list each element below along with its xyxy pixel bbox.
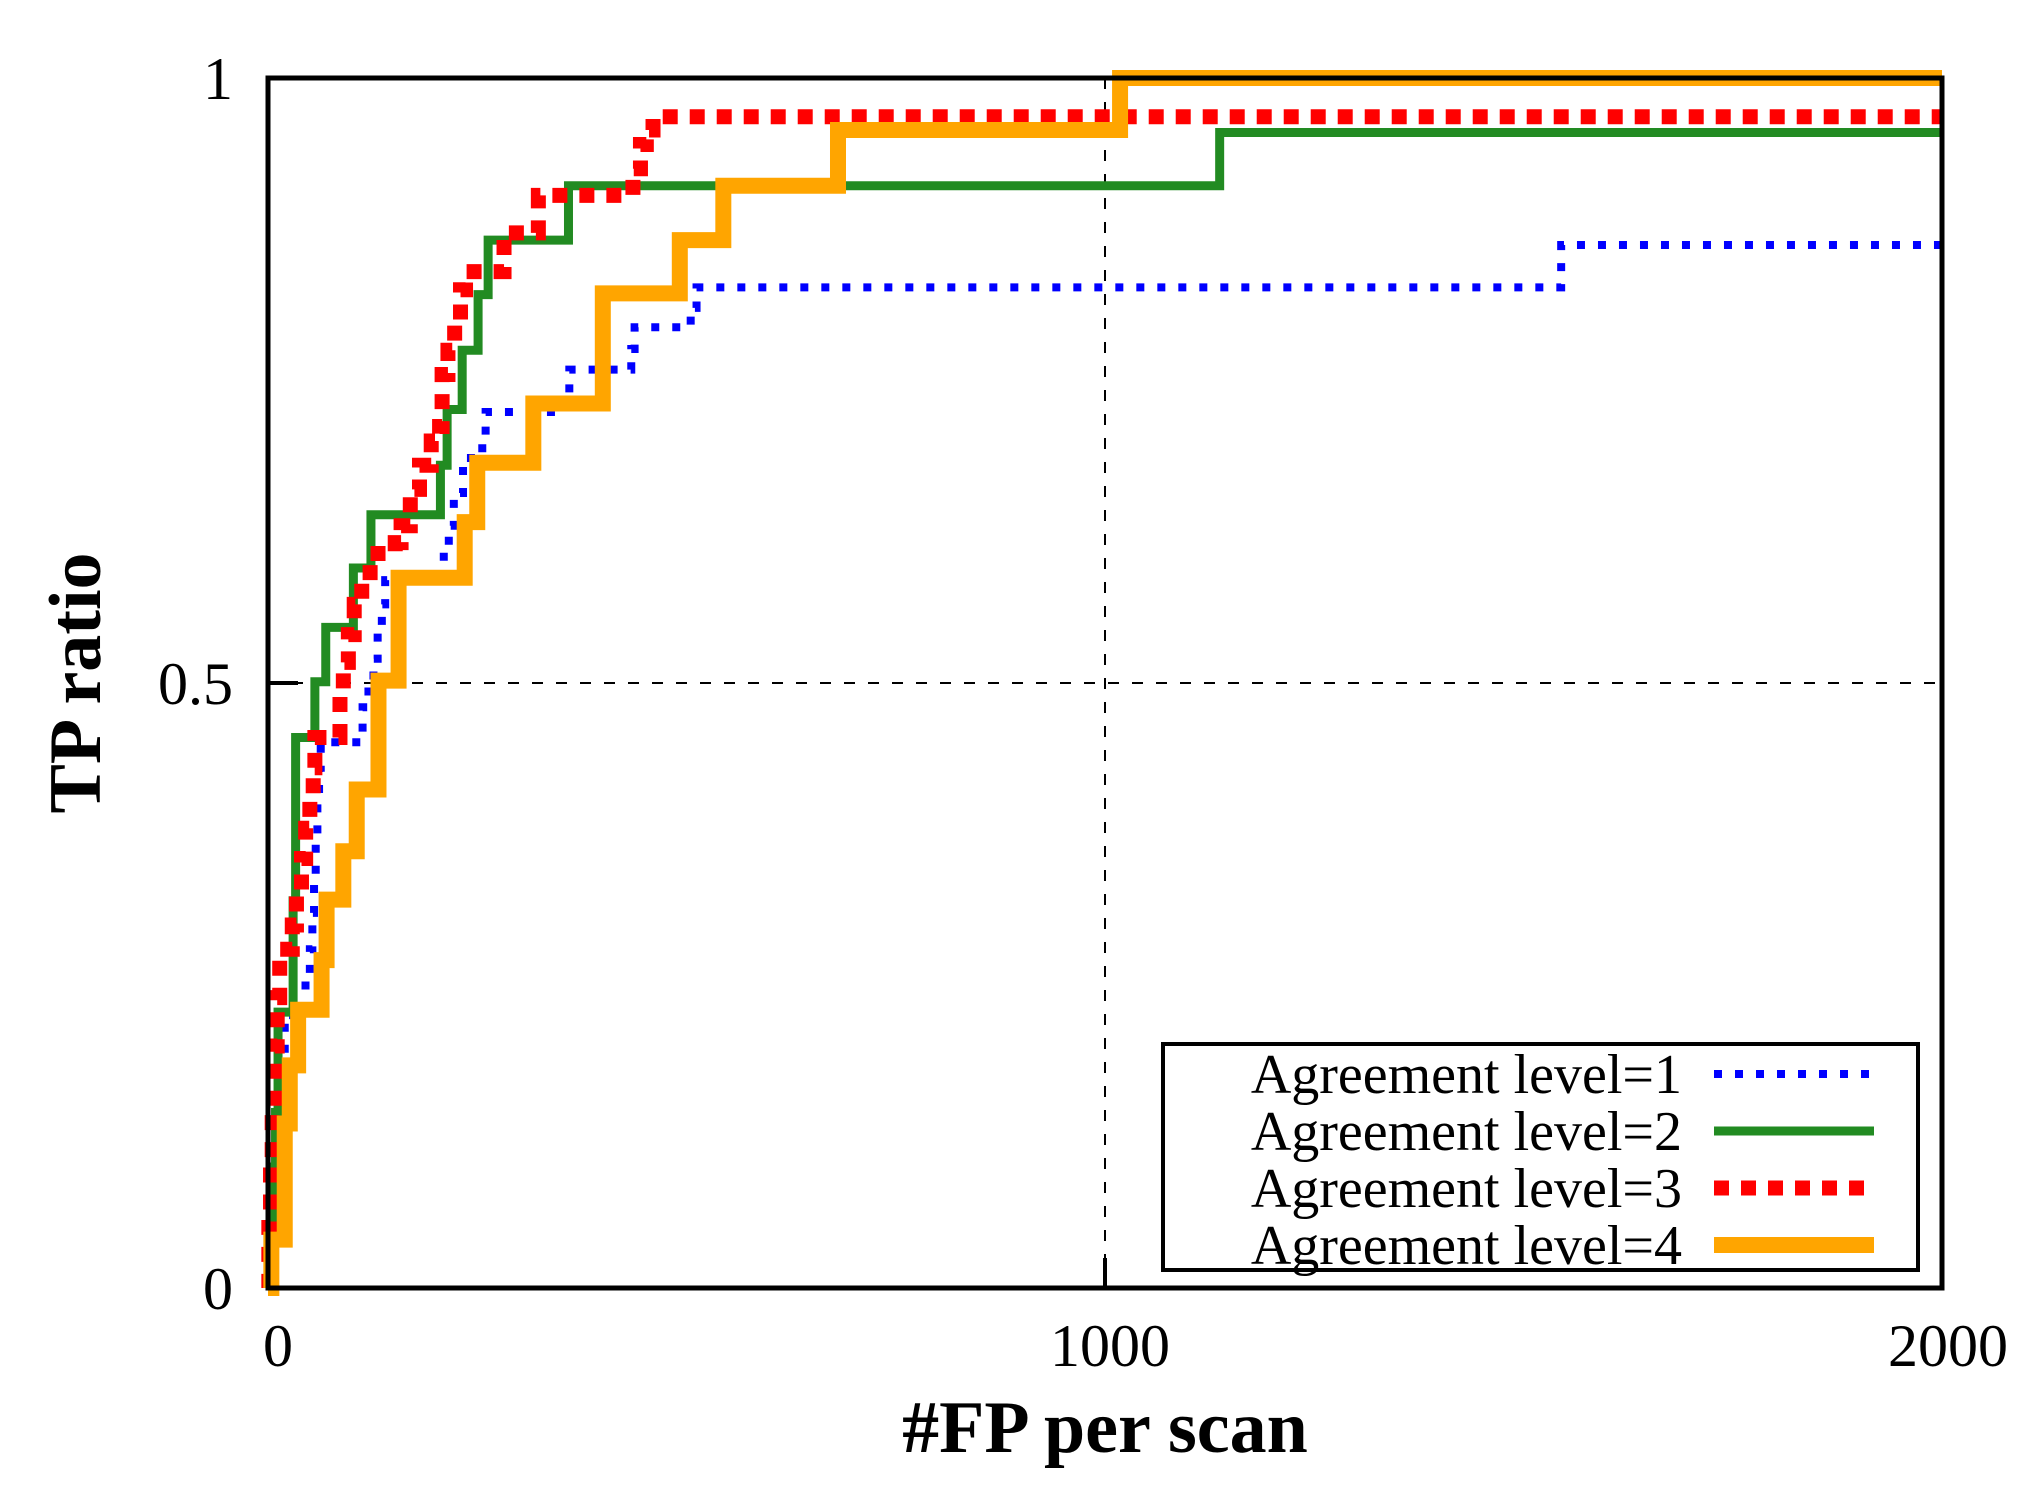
y-tick-label-1: 1 bbox=[203, 46, 233, 112]
y-tick-label-0: 0 bbox=[203, 1256, 233, 1322]
legend-label-agreement-1: Agreement level=1 bbox=[1251, 1044, 1682, 1106]
x-tick-label-0: 0 bbox=[263, 1313, 293, 1379]
x-axis-title: #FP per scan bbox=[902, 1387, 1308, 1469]
legend-label-agreement-3: Agreement level=3 bbox=[1251, 1158, 1682, 1220]
y-axis-title: TP ratio bbox=[35, 552, 117, 813]
x-tick-label-2000: 2000 bbox=[1888, 1313, 2008, 1379]
series-line-4 bbox=[263, 70, 1942, 1296]
legend-box bbox=[1161, 1042, 1920, 1272]
legend-label-agreement-4: Agreement level=4 bbox=[1251, 1215, 1682, 1277]
series-line-1 bbox=[265, 240, 1942, 1292]
series-line-3 bbox=[261, 109, 1942, 1296]
legend-label-agreement-2: Agreement level=2 bbox=[1251, 1101, 1682, 1163]
curves bbox=[261, 70, 1942, 1296]
x-tick-label-1000: 1000 bbox=[1050, 1313, 1170, 1379]
legend: Agreement level=1 Agreement level=2 Agre… bbox=[1161, 1042, 1920, 1277]
y-tick-label-0.5: 0.5 bbox=[158, 651, 233, 717]
